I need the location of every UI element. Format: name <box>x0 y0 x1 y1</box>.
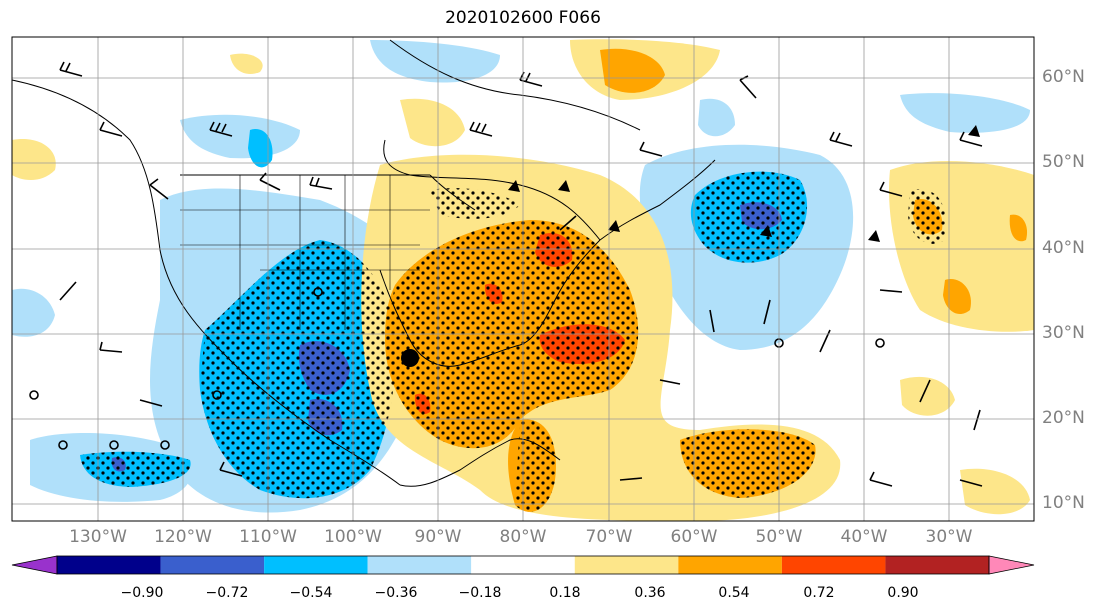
map-frame <box>11 36 1035 522</box>
colorbar-extend-low <box>11 555 58 575</box>
lon-label-130w: 130°W <box>69 527 127 547</box>
lon-label-30w: 30°W <box>925 527 973 547</box>
lat-label-60n: 60°N <box>1042 67 1085 87</box>
lon-label-50w: 50°W <box>755 527 803 547</box>
colorbar-segment <box>678 556 782 574</box>
lon-label-70w: 70°W <box>585 527 633 547</box>
colorbar <box>11 555 1035 575</box>
colorbar-segment <box>885 556 989 574</box>
lon-label-120w: 120°W <box>154 527 212 547</box>
calm-circles <box>29 287 885 450</box>
wind-flags <box>508 125 980 242</box>
colorbar-segment <box>471 556 575 574</box>
state-borders <box>180 175 430 330</box>
colorbar-segment <box>367 556 472 574</box>
lon-label-90w: 90°W <box>414 527 462 547</box>
lon-label-100w: 100°W <box>324 527 382 547</box>
colorbar-tick-2: −0.72 <box>205 585 249 601</box>
map-field <box>12 37 1034 521</box>
colorbar-tick-10: 0.90 <box>887 585 919 601</box>
colorbar-tick-8: 0.54 <box>718 585 750 601</box>
significance-stipple <box>80 171 946 512</box>
colorbar-tick-4: −0.36 <box>374 585 418 601</box>
colorbar-tick-9: 0.72 <box>803 585 835 601</box>
colorbar-segment <box>264 556 368 574</box>
lat-label-10n: 10°N <box>1042 493 1085 513</box>
lat-label-20n: 20°N <box>1042 408 1085 428</box>
map-title: 2020102600 F066 <box>445 8 601 28</box>
gridlines <box>12 37 1034 521</box>
lon-label-40w: 40°W <box>840 527 888 547</box>
colorbar-extend-high <box>988 555 1035 575</box>
colorbar-tick-1: −0.90 <box>120 585 164 601</box>
lat-label-30n: 30°N <box>1042 323 1085 343</box>
lat-label-50n: 50°N <box>1042 152 1085 172</box>
colorbar-frame <box>56 555 990 575</box>
colorbar-tick-7: 0.36 <box>634 585 666 601</box>
colorbar-tick-3: −0.54 <box>289 585 333 601</box>
lon-label-110w: 110°W <box>239 527 297 547</box>
colorbar-tick-5: −0.18 <box>458 585 502 601</box>
colorbar-tick-6: 0.18 <box>549 585 581 601</box>
lon-label-60w: 60°W <box>670 527 718 547</box>
storm-marker <box>401 349 419 367</box>
colorbar-segment <box>57 556 161 574</box>
colorbar-segment <box>781 556 886 574</box>
colorbar-segment <box>160 556 265 574</box>
colorbar-segment <box>574 556 679 574</box>
lat-label-40n: 40°N <box>1042 238 1085 258</box>
lon-label-80w: 80°W <box>499 527 547 547</box>
coastlines <box>12 39 716 487</box>
wind-barbs <box>59 61 983 487</box>
